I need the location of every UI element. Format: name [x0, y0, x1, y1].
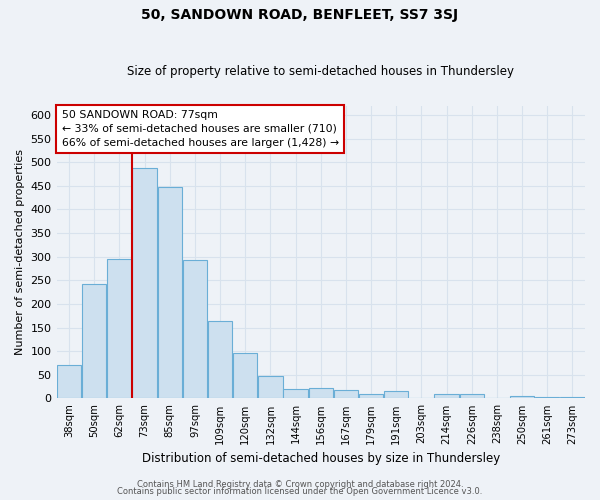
Title: Size of property relative to semi-detached houses in Thundersley: Size of property relative to semi-detach…: [127, 65, 514, 78]
Bar: [107, 259, 131, 398]
Bar: [560, 397, 584, 398]
Bar: [283, 389, 308, 398]
Bar: [460, 394, 484, 398]
Text: 50, SANDOWN ROAD, BENFLEET, SS7 3SJ: 50, SANDOWN ROAD, BENFLEET, SS7 3SJ: [142, 8, 458, 22]
Text: 50 SANDOWN ROAD: 77sqm
← 33% of semi-detached houses are smaller (710)
66% of se: 50 SANDOWN ROAD: 77sqm ← 33% of semi-det…: [62, 110, 339, 148]
Bar: [384, 392, 409, 398]
Bar: [359, 394, 383, 398]
Bar: [208, 322, 232, 398]
Bar: [308, 388, 333, 398]
Bar: [334, 390, 358, 398]
Text: Contains public sector information licensed under the Open Government Licence v3: Contains public sector information licen…: [118, 488, 482, 496]
Bar: [133, 168, 157, 398]
Text: Contains HM Land Registry data © Crown copyright and database right 2024.: Contains HM Land Registry data © Crown c…: [137, 480, 463, 489]
Bar: [258, 376, 283, 398]
Bar: [233, 353, 257, 399]
Bar: [183, 260, 207, 398]
Bar: [158, 187, 182, 398]
Bar: [434, 394, 459, 398]
Y-axis label: Number of semi-detached properties: Number of semi-detached properties: [15, 149, 25, 355]
Bar: [57, 366, 82, 398]
X-axis label: Distribution of semi-detached houses by size in Thundersley: Distribution of semi-detached houses by …: [142, 452, 500, 465]
Bar: [510, 396, 534, 398]
Bar: [82, 284, 106, 399]
